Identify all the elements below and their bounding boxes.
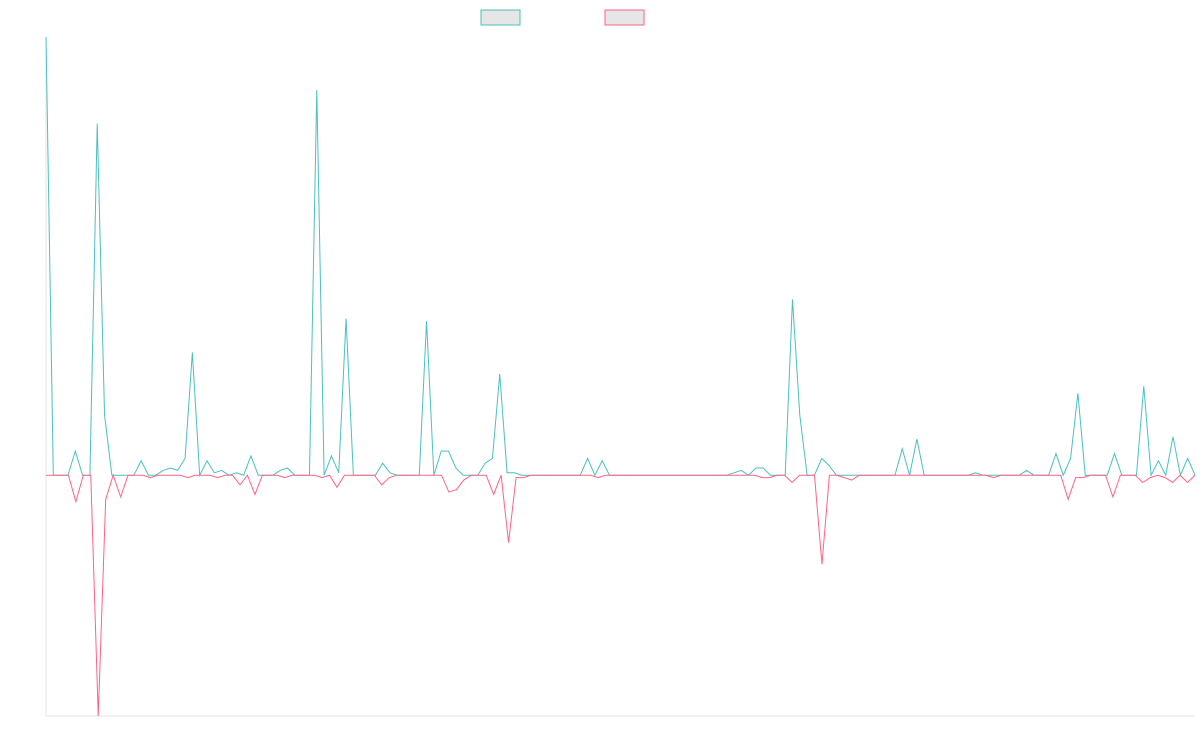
legend-swatch-series-1[interactable] [480, 9, 521, 26]
axes [45, 37, 1195, 717]
legend-swatch-series-2[interactable] [604, 9, 645, 26]
series-line-1[interactable] [45, 36, 1196, 478]
series-layer [45, 36, 1196, 717]
legend[interactable] [480, 9, 645, 26]
series-line-2[interactable] [46, 473, 1196, 717]
